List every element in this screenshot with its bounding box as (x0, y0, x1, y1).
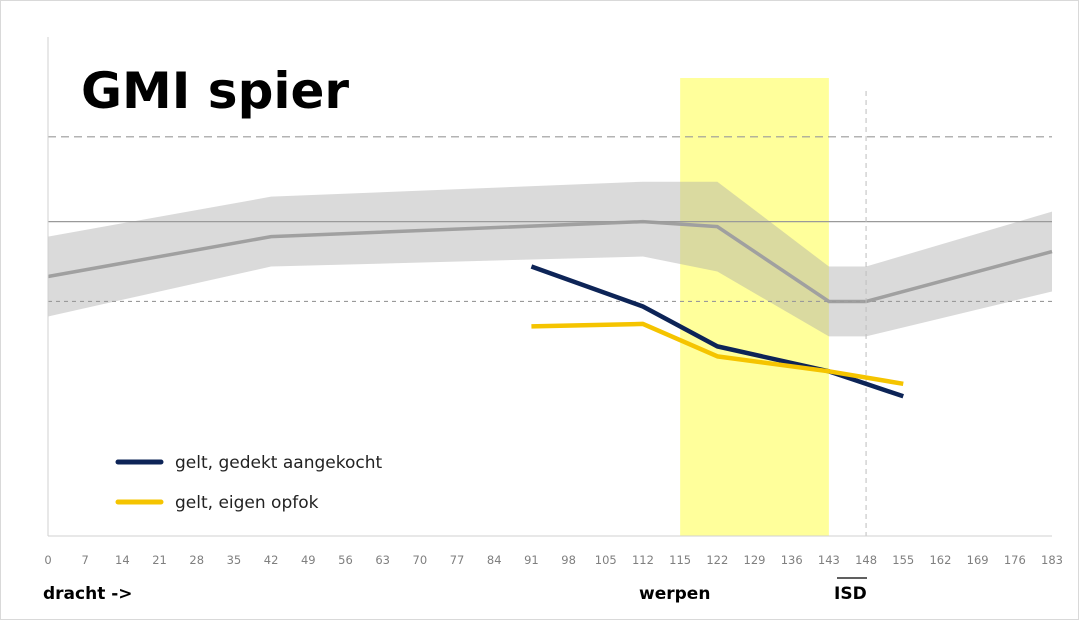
x-tick-label: 129 (744, 553, 766, 567)
x-tick-label: 98 (561, 553, 576, 567)
x-tick-label: 176 (1004, 553, 1026, 567)
legend-label-1: gelt, gedekt aangekocht (175, 453, 382, 473)
x-tick-label: 77 (450, 553, 465, 567)
x-tick-label: 143 (818, 553, 840, 567)
x-tick-label: 42 (264, 553, 279, 567)
x-tick-label: 112 (632, 553, 654, 567)
x-tick-label: 35 (227, 553, 242, 567)
x-tick-label: 14 (115, 553, 130, 567)
x-tick-label: 0 (44, 553, 51, 567)
x-tick-label: 63 (375, 553, 390, 567)
x-tick-label: 7 (82, 553, 89, 567)
x-tick-label: 136 (781, 553, 803, 567)
x-tick-label: 105 (595, 553, 617, 567)
x-tick-label: 148 (855, 553, 877, 567)
dracht-label: dracht -> (43, 584, 133, 604)
x-tick-label: 49 (301, 553, 316, 567)
x-tick-label: 162 (929, 553, 951, 567)
werpen-label: werpen (639, 584, 710, 604)
legend-label-2: gelt, eigen opfok (175, 493, 319, 513)
x-tick-label: 84 (487, 553, 502, 567)
x-tick-label: 169 (967, 553, 989, 567)
x-tick-label: 56 (338, 553, 353, 567)
isd-label: ISD (834, 584, 867, 604)
x-tick-label: 70 (413, 553, 428, 567)
x-tick-label: 122 (706, 553, 728, 567)
x-tick-label: 183 (1041, 553, 1063, 567)
x-tick-label: 155 (892, 553, 914, 567)
series-line-1 (530, 264, 904, 399)
x-tick-label: 115 (669, 553, 691, 567)
x-tick-label: 91 (524, 553, 539, 567)
x-tick-label: 21 (152, 553, 167, 567)
series-line-2 (531, 321, 904, 387)
x-tick-label: 28 (189, 553, 204, 567)
chart-title: GMI spier (81, 62, 349, 120)
highlight-region (680, 78, 829, 536)
reference-band (48, 181, 1052, 337)
